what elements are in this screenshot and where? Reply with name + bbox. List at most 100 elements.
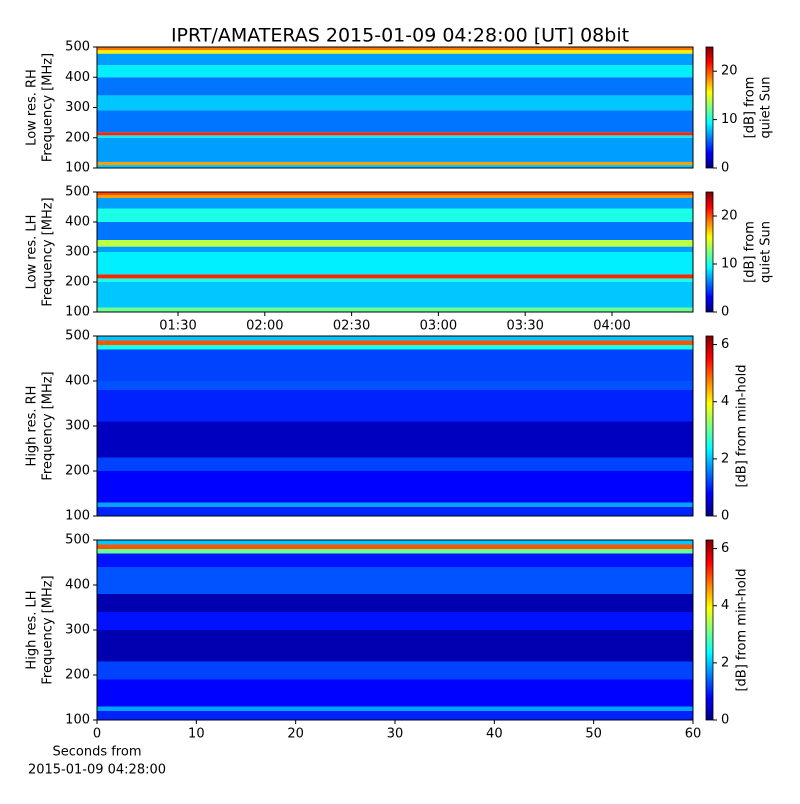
band	[97, 567, 693, 594]
y-axis-label: Frequency [MHz]	[41, 575, 56, 684]
band	[97, 192, 693, 195]
colorbar-tick-label: 2	[721, 451, 729, 466]
colorbar-tick-label: 0	[721, 161, 729, 176]
x-tick-label: 60	[685, 727, 702, 742]
x-tick-label: 50	[585, 727, 602, 742]
y-tick-label: 200	[65, 275, 90, 290]
y-tick-label: 500	[65, 40, 90, 55]
x-tick-label: 0	[93, 727, 101, 742]
colorbar-label: [dB] from min-hold	[735, 568, 750, 691]
band	[97, 252, 693, 275]
colorbar	[705, 191, 714, 313]
band	[97, 240, 693, 247]
y-tick-label: 400	[65, 70, 90, 85]
y-axis-label: High res. RH	[25, 386, 40, 467]
colorbar-label: [dB] from	[743, 221, 758, 283]
colorbar	[705, 46, 714, 169]
band	[97, 594, 693, 612]
band	[97, 137, 693, 162]
colorbar-tick-label: 20	[721, 209, 738, 224]
x-tick-label: 02:00	[246, 319, 283, 334]
band	[97, 457, 693, 471]
y-tick-label: 300	[65, 623, 90, 638]
band	[97, 282, 693, 308]
chart-title: IPRT/AMATERAS 2015-01-09 04:28:00 [UT] 0…	[171, 25, 629, 47]
band	[97, 340, 693, 345]
colorbar-label: [dB] from min-hold	[735, 364, 750, 487]
x-tick-label: 20	[287, 727, 304, 742]
colorbar-label: [dB] from	[743, 77, 758, 139]
band	[97, 540, 693, 545]
x-tick-label: 30	[387, 727, 404, 742]
band	[97, 65, 693, 78]
band	[97, 161, 693, 165]
y-tick-label: 200	[65, 464, 90, 479]
y-axis-label: Frequency [MHz]	[41, 371, 56, 480]
band	[97, 679, 693, 707]
band	[97, 135, 693, 138]
x-tick-label: 03:30	[506, 319, 543, 334]
band	[97, 471, 693, 503]
band	[97, 553, 693, 567]
y-axis-label: Low res. LH	[25, 215, 40, 290]
band	[97, 53, 693, 66]
band	[97, 612, 693, 630]
colorbar	[705, 335, 714, 517]
y-tick-label: 200	[65, 130, 90, 145]
band	[97, 195, 693, 198]
band	[97, 549, 693, 554]
y-tick-label: 100	[65, 713, 90, 728]
colorbar-tick-label: 10	[721, 112, 738, 127]
colorbar	[705, 539, 714, 721]
band	[97, 544, 693, 549]
x-axis-label: 2015-01-09 04:28:00	[28, 763, 166, 778]
band	[97, 110, 693, 133]
y-axis-label: Frequency [MHz]	[41, 197, 56, 306]
y-tick-label: 100	[65, 509, 90, 524]
y-tick-label: 500	[65, 329, 90, 344]
colorbar-tick-label: 4	[721, 598, 729, 613]
y-tick-label: 400	[65, 215, 90, 230]
colorbar-tick-label: 0	[721, 305, 729, 320]
x-tick-label: 10	[188, 727, 205, 742]
y-tick-label: 500	[65, 533, 90, 548]
y-axis-label: High res. LH	[25, 590, 40, 669]
colorbar-tick-label: 4	[721, 394, 729, 409]
band	[97, 349, 693, 381]
band	[97, 208, 693, 222]
band	[97, 421, 693, 458]
x-tick-label: 01:30	[159, 319, 196, 334]
band	[97, 222, 693, 240]
colorbar-label: quiet Sun	[759, 76, 774, 138]
x-tick-label: 04:00	[593, 319, 630, 334]
colorbar-tick-label: 10	[721, 257, 738, 272]
band	[97, 132, 693, 136]
colorbar-tick-label: 0	[721, 509, 729, 524]
colorbar-tick-label: 2	[721, 655, 729, 670]
colorbar-label: quiet Sun	[759, 221, 774, 283]
band	[97, 50, 693, 54]
y-tick-label: 400	[65, 374, 90, 389]
band	[97, 336, 693, 341]
band	[97, 661, 693, 680]
y-tick-label: 100	[65, 161, 90, 176]
band	[97, 345, 693, 350]
band	[97, 706, 693, 711]
colorbar-tick-label: 6	[721, 541, 729, 556]
y-tick-label: 300	[65, 419, 90, 434]
x-axis-label: Seconds from	[52, 745, 141, 760]
band	[97, 274, 693, 279]
y-tick-label: 200	[65, 668, 90, 683]
band	[97, 711, 693, 720]
y-tick-label: 300	[65, 245, 90, 260]
band	[97, 507, 693, 516]
band	[97, 198, 693, 209]
y-tick-label: 300	[65, 100, 90, 115]
band	[97, 502, 693, 507]
x-tick-label: 02:30	[333, 319, 370, 334]
band	[97, 95, 693, 111]
band	[97, 278, 693, 282]
band	[97, 164, 693, 168]
